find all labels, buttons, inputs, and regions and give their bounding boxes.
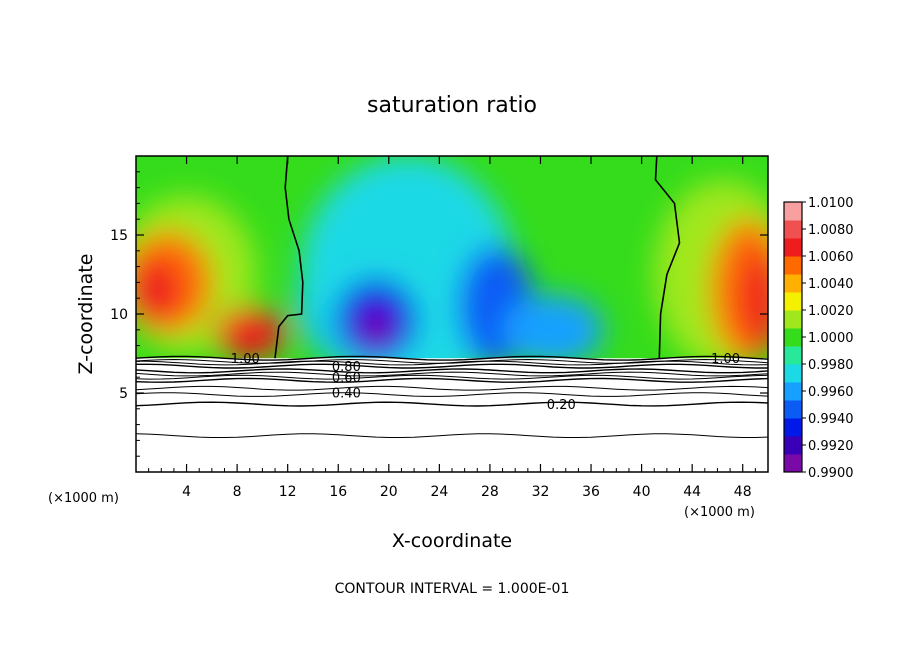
contour-line-10 [136, 392, 768, 397]
colorbar-swatch-14 [784, 202, 802, 221]
contour-line-4 [136, 401, 768, 407]
colorbar-label-10: 0.9900 [808, 466, 854, 481]
contour-line-8 [136, 374, 768, 380]
x-tick-label-8: 36 [582, 484, 600, 500]
y-tick-label-2: 15 [110, 228, 128, 244]
contour-label-2: 0.60 [332, 371, 361, 386]
contour-line-6 [136, 360, 768, 366]
x-tick-label-3: 16 [329, 484, 347, 500]
colorbar-swatch-9 [784, 292, 802, 311]
boundary-line-right [654, 156, 681, 359]
colorbar-swatch-1 [784, 436, 802, 455]
contour-interval-note: CONTOUR INTERVAL = 1.000E-01 [335, 581, 570, 597]
colorbar-label-7: 0.9960 [808, 385, 854, 400]
x-unit-label-right: (×1000 m) [684, 505, 755, 520]
field-blob-9 [214, 307, 286, 359]
colorbar-swatch-13 [784, 220, 802, 239]
colorbar-swatch-6 [784, 346, 802, 365]
colorbar: 1.0100 1.0080 1.0060 1.0040 1.0020 1.0000 0.99… [783, 196, 854, 481]
colorbar-label-8: 0.9940 [808, 412, 854, 427]
colorbar-label-5: 1.0000 [808, 331, 854, 346]
contour-label-3: 0.40 [332, 386, 361, 401]
x-tick-label-9: 40 [633, 484, 651, 500]
contour-label-extra: 1.00 [711, 352, 740, 367]
colorbar-swatch-8 [784, 310, 802, 329]
colorbar-label-6: 0.9980 [808, 358, 854, 373]
y-axis-title: Z-coordinate [75, 254, 97, 375]
contour-label-0: 1.00 [231, 352, 260, 367]
contour-line-3 [136, 377, 768, 383]
contour-line-7 [136, 371, 768, 377]
colorbar-swatch-7 [784, 328, 802, 347]
colorbar-swatch-3 [784, 400, 802, 419]
x-tick-label-10: 44 [683, 484, 701, 500]
contour-line-2 [136, 368, 768, 374]
plot-area [136, 156, 768, 472]
colorbar-swatch-11 [784, 256, 802, 275]
y-tick-label-0: 5 [119, 386, 128, 402]
x-tick-label-11: 48 [734, 484, 752, 500]
contour-line-0 [136, 355, 768, 361]
field-blob-12 [741, 250, 768, 346]
colorbar-label-4: 1.0020 [808, 304, 854, 319]
field-blob-3 [359, 309, 393, 348]
x-tick-label-6: 28 [481, 484, 499, 500]
x-tick-label-0: 4 [182, 484, 191, 500]
x-tick-label-4: 20 [380, 484, 398, 500]
colorbar-swatch-2 [784, 418, 802, 437]
colorbar-label-9: 0.9920 [808, 439, 854, 454]
x-tick-label-7: 32 [532, 484, 550, 500]
colorbar-label-1: 1.0080 [808, 223, 854, 238]
x-tick-label-1: 8 [233, 484, 242, 500]
contour-line-11 [136, 433, 768, 438]
x-axis-title: X-coordinate [392, 530, 512, 552]
field-blob-8 [136, 258, 181, 322]
boundary-line-left [274, 156, 304, 359]
x-unit-label-left: (×1000 m) [48, 491, 119, 506]
x-tick-label-2: 12 [279, 484, 297, 500]
colorbar-label-2: 1.0060 [808, 250, 854, 265]
chart-title: saturation ratio [367, 93, 537, 118]
y-tick-label-1: 10 [110, 307, 128, 323]
contour-line-9 [136, 385, 768, 391]
colorbar-label-3: 1.0040 [808, 277, 854, 292]
lower-region [136, 358, 768, 472]
contour-label-1: 0.80 [332, 360, 361, 375]
colorbar-swatch-0 [784, 454, 802, 473]
colorbar-label-0: 1.0100 [808, 196, 854, 211]
colorbar-swatch-4 [784, 382, 802, 401]
colorbar-swatch-12 [784, 238, 802, 257]
colorbar-swatch-5 [784, 364, 802, 383]
field-blob-5 [502, 295, 604, 365]
x-tick-label-5: 24 [430, 484, 448, 500]
colorbar-swatch-10 [784, 274, 802, 293]
contour-line-1 [136, 363, 768, 369]
contour-label-4: 0.20 [547, 398, 576, 413]
